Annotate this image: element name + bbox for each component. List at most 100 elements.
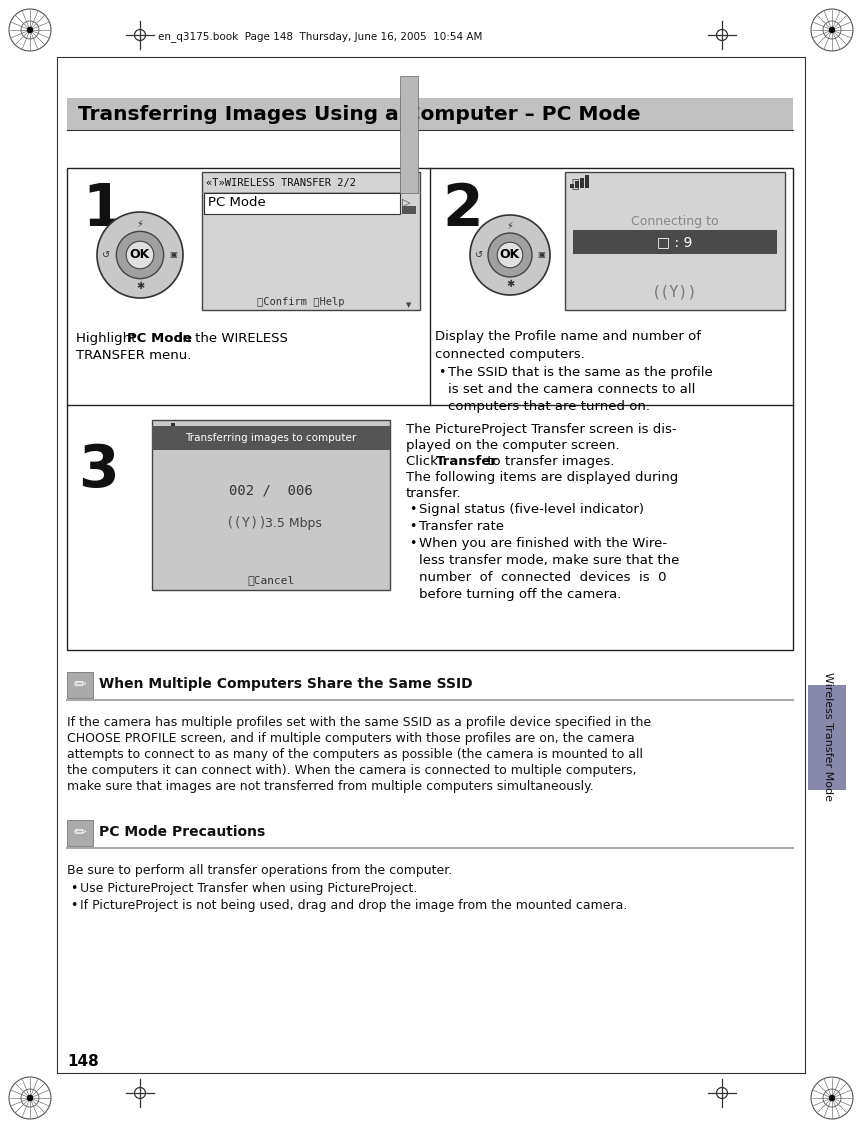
- Bar: [67, 168, 792, 650]
- Bar: [67, 672, 93, 698]
- Circle shape: [497, 243, 522, 267]
- Text: ▣: ▣: [170, 250, 177, 259]
- Text: •: •: [408, 503, 416, 515]
- Text: attempts to connect to as many of the computers as possible (the camera is mount: attempts to connect to as many of the co…: [67, 748, 642, 761]
- Bar: [156, 432, 160, 437]
- Text: is set and the camera connects to all: is set and the camera connects to all: [448, 384, 695, 396]
- Text: ✱: ✱: [505, 279, 513, 289]
- Text: •: •: [70, 882, 77, 895]
- Circle shape: [828, 1095, 833, 1101]
- Text: Use PictureProject Transfer when using PictureProject.: Use PictureProject Transfer when using P…: [80, 882, 417, 895]
- Text: The SSID that is the same as the profile: The SSID that is the same as the profile: [448, 365, 712, 379]
- Text: PC Mode: PC Mode: [208, 196, 265, 210]
- Text: Transferring images to computer: Transferring images to computer: [185, 433, 356, 443]
- Text: ↺: ↺: [474, 250, 482, 259]
- Text: When you are finished with the Wire-: When you are finished with the Wire-: [418, 537, 666, 550]
- Text: computers that are turned on.: computers that are turned on.: [448, 400, 649, 413]
- Text: 3: 3: [77, 441, 119, 499]
- Text: ⚡: ⚡: [506, 221, 513, 231]
- Bar: [170, 423, 175, 437]
- Text: Wireless Transfer Mode: Wireless Transfer Mode: [822, 672, 832, 802]
- Text: TRANSFER menu.: TRANSFER menu.: [76, 349, 191, 362]
- Bar: [401, 206, 416, 214]
- Text: 1: 1: [82, 182, 122, 238]
- Text: ▷: ▷: [401, 199, 410, 208]
- Bar: [161, 429, 164, 437]
- Text: PC Mode Precautions: PC Mode Precautions: [99, 825, 265, 839]
- Text: •: •: [437, 365, 445, 379]
- Text: Click: Click: [406, 455, 442, 468]
- Circle shape: [469, 215, 549, 296]
- Text: If the camera has multiple profiles set with the same SSID as a profile device s: If the camera has multiple profiles set …: [67, 716, 650, 729]
- Circle shape: [828, 27, 833, 33]
- Bar: [564, 171, 784, 310]
- Text: 2: 2: [442, 182, 482, 238]
- Text: Transferring Images Using a Computer – PC Mode: Transferring Images Using a Computer – P…: [77, 105, 640, 123]
- Text: •: •: [70, 899, 77, 913]
- Text: ⚡: ⚡: [136, 219, 143, 229]
- Bar: [573, 230, 776, 254]
- Text: ▼: ▼: [406, 302, 412, 308]
- Bar: [152, 420, 389, 590]
- Text: The PictureProject Transfer screen is dis-: The PictureProject Transfer screen is di…: [406, 423, 676, 437]
- Text: Highlight: Highlight: [76, 332, 140, 345]
- Text: 148: 148: [67, 1055, 99, 1069]
- Circle shape: [116, 231, 164, 279]
- Text: CHOOSE PROFILE screen, and if multiple computers with those profiles are on, the: CHOOSE PROFILE screen, and if multiple c…: [67, 732, 634, 744]
- Text: ⓊCancel: ⓊCancel: [247, 575, 294, 585]
- Text: played on the computer screen.: played on the computer screen.: [406, 439, 619, 452]
- Text: make sure that images are not transferred from multiple computers simultaneously: make sure that images are not transferre…: [67, 779, 593, 793]
- Text: If PictureProject is not being used, drag and drop the image from the mounted ca: If PictureProject is not being used, dra…: [80, 899, 627, 913]
- Circle shape: [28, 1095, 33, 1101]
- Text: en_q3175.book  Page 148  Thursday, June 16, 2005  10:54 AM: en_q3175.book Page 148 Thursday, June 16…: [158, 32, 482, 43]
- Text: the computers it can connect with). When the camera is connected to multiple com: the computers it can connect with). When…: [67, 764, 635, 777]
- Bar: [569, 184, 573, 188]
- Circle shape: [126, 241, 153, 268]
- Text: OK: OK: [130, 248, 150, 262]
- Text: Be sure to perform all transfer operations from the computer.: Be sure to perform all transfer operatio…: [67, 864, 452, 876]
- Text: ((Υ)): ((Υ)): [652, 284, 697, 300]
- Bar: [585, 175, 588, 188]
- Circle shape: [97, 212, 183, 298]
- Text: □ : 9: □ : 9: [657, 235, 692, 249]
- Bar: [152, 426, 389, 450]
- Text: ✏: ✏: [73, 678, 86, 693]
- Text: Display the Profile name and number of: Display the Profile name and number of: [435, 331, 700, 343]
- Text: ▣: ▣: [536, 250, 544, 259]
- Bar: [201, 171, 419, 310]
- Text: 3.5 Mbps: 3.5 Mbps: [264, 517, 321, 529]
- Text: Transfer rate: Transfer rate: [418, 520, 504, 534]
- Text: connected computers.: connected computers.: [435, 349, 584, 361]
- Circle shape: [28, 27, 33, 33]
- Text: •: •: [408, 520, 416, 534]
- Text: ⓊConfirm ⓗHelp: ⓊConfirm ⓗHelp: [257, 297, 344, 307]
- Text: ✏: ✏: [73, 826, 86, 840]
- Text: PC Mode: PC Mode: [127, 332, 192, 345]
- Text: less transfer mode, make sure that the: less transfer mode, make sure that the: [418, 554, 678, 567]
- Text: Connecting to: Connecting to: [630, 215, 718, 229]
- Bar: [67, 98, 792, 130]
- Text: Transfer: Transfer: [435, 455, 497, 468]
- Text: OK: OK: [499, 248, 519, 262]
- Text: When Multiple Computers Share the Same SSID: When Multiple Computers Share the Same S…: [99, 677, 472, 691]
- Bar: [574, 180, 579, 188]
- Bar: [579, 178, 583, 188]
- Text: number  of  connected  devices  is  0: number of connected devices is 0: [418, 571, 666, 584]
- Text: The following items are displayed during: The following items are displayed during: [406, 472, 678, 484]
- Bar: [204, 193, 400, 214]
- Text: on the WIRELESS: on the WIRELESS: [170, 332, 288, 345]
- Text: to transfer images.: to transfer images.: [482, 455, 613, 468]
- Text: «T»WIRELESS TRANSFER 2/2: «T»WIRELESS TRANSFER 2/2: [206, 178, 356, 188]
- Text: 002 /  006: 002 / 006: [229, 483, 313, 497]
- Text: ↺: ↺: [102, 250, 110, 259]
- Text: 卐: 卐: [570, 178, 578, 192]
- Bar: [67, 820, 93, 846]
- Circle shape: [487, 233, 531, 277]
- Text: ((Υ)): ((Υ)): [225, 515, 267, 530]
- Text: •: •: [408, 537, 416, 550]
- Bar: [166, 426, 170, 437]
- Bar: [400, 76, 418, 193]
- Text: before turning off the camera.: before turning off the camera.: [418, 588, 621, 601]
- Text: transfer.: transfer.: [406, 487, 461, 500]
- Text: ✱: ✱: [136, 281, 144, 291]
